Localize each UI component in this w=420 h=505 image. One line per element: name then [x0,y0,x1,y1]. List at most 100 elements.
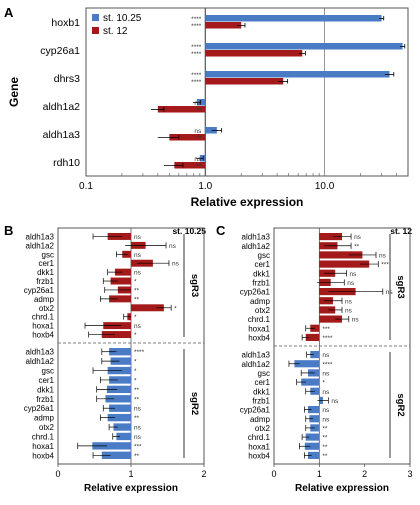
category-label: aldh1a2 [242,360,271,369]
significance-label: ** [134,453,140,460]
panel-label: B [4,223,13,238]
bar-blue [196,99,206,106]
significance-label: * [134,368,137,375]
bar-red [319,315,342,323]
significance-label: ns [134,323,142,330]
significance-label: *** [322,326,330,333]
category-label: hoxb4 [248,451,270,460]
category-label: cyp26a1 [240,406,271,415]
significance-label: ns [350,271,358,278]
bar-red [101,331,131,339]
panel-a: A 0.1 1.0 10.0 Relative expression Gene hoxb1 *… [0,0,420,222]
category-label: cer1 [254,378,270,387]
bar-blue [92,442,131,450]
bar-blue [205,43,403,50]
bar-red [157,106,206,113]
category-label: gsc [258,251,270,260]
significance-label: ** [196,163,202,170]
category-label: chrd.1 [32,432,55,441]
significance-label: *** [381,262,389,269]
bar-blue [308,406,320,414]
bar-blue [309,415,320,423]
group-label: sgR3 [189,274,200,297]
bar-blue [301,378,320,386]
stage-label: st. 10.25 [172,226,206,236]
significance-label: ns [134,425,142,432]
significance-label: ns [322,389,330,396]
category-label: aldh1a3 [242,351,271,360]
category-label: otx2 [255,424,271,433]
significance-label: ns [352,317,360,324]
bar-blue [109,376,131,384]
category-label: cyp26a1 [40,45,80,57]
bar-red [205,78,284,85]
significance-label: ns [134,234,142,241]
significance-label: ns [322,352,330,359]
significance-label: **** [134,349,145,356]
significance-label: **** [191,23,202,30]
category-label: aldh1a3 [26,348,55,357]
category-label: frzb1 [252,396,270,405]
category-label: gsc [258,369,270,378]
bar-blue [308,451,320,459]
significance-label: ** [134,415,140,422]
significance-label: * [134,314,137,321]
category-label: aldh1a3 [26,232,55,241]
category-label: otx2 [39,304,55,313]
category-label: hoxb4 [32,451,54,460]
category-label: cer1 [254,260,270,269]
category-label: rdh10 [53,157,80,169]
category-label: aldh1a3 [242,233,271,242]
significance-label: ns [134,434,142,441]
bar-red [114,268,131,276]
category-label: cyp26a1 [240,288,271,297]
y-axis-label: Gene [7,77,21,107]
category-label: frzb1 [36,277,54,286]
category-label: hoxb4 [248,333,270,342]
category-label: hoxa1 [32,442,54,451]
category-label: hoxa1 [248,442,270,451]
x-tick-label: 1 [317,469,322,479]
category-label: otx2 [39,423,55,432]
significance-label: **** [322,361,333,368]
legend-label: st. 10.25 [103,13,142,24]
significance-label: ns [386,289,394,296]
bar-red [169,134,206,141]
legend-swatch [92,27,99,34]
x-tick-label: 2 [201,469,206,479]
category-label: cer1 [38,259,54,268]
significance-label: ns [322,407,330,414]
significance-label: * [134,279,137,286]
significance-label: ** [134,396,140,403]
category-label: aldh1a2 [43,101,81,113]
bar-red [319,306,336,314]
category-label: chrd.1 [248,433,271,442]
category-label: gsc [42,367,54,376]
category-label: admp [250,297,271,306]
bar-red [174,162,206,169]
significance-label: ns [134,406,142,413]
group-label: sgR2 [395,393,406,416]
bar-red [319,251,363,259]
bar-blue [116,432,131,441]
significance-label: ** [322,444,328,451]
significance-label: ns [194,128,202,135]
significance-label: ns [354,234,362,241]
panel-label: A [4,5,14,20]
group-label: sgR3 [395,275,406,298]
bar-blue [106,385,131,394]
bar-red [110,277,131,285]
bar-red [205,22,242,29]
group-label: sgR2 [189,392,200,415]
x-tick-label: 0 [271,469,276,479]
category-label: chrd.1 [32,313,55,322]
significance-label: ** [196,135,202,142]
significance-label: * [134,377,137,384]
bar-blue [294,360,320,368]
significance-label: **** [191,79,202,86]
significance-label: ns [169,243,177,250]
x-tick-label: 3 [407,469,412,479]
bar-red [205,50,303,57]
bar-blue [205,127,217,134]
